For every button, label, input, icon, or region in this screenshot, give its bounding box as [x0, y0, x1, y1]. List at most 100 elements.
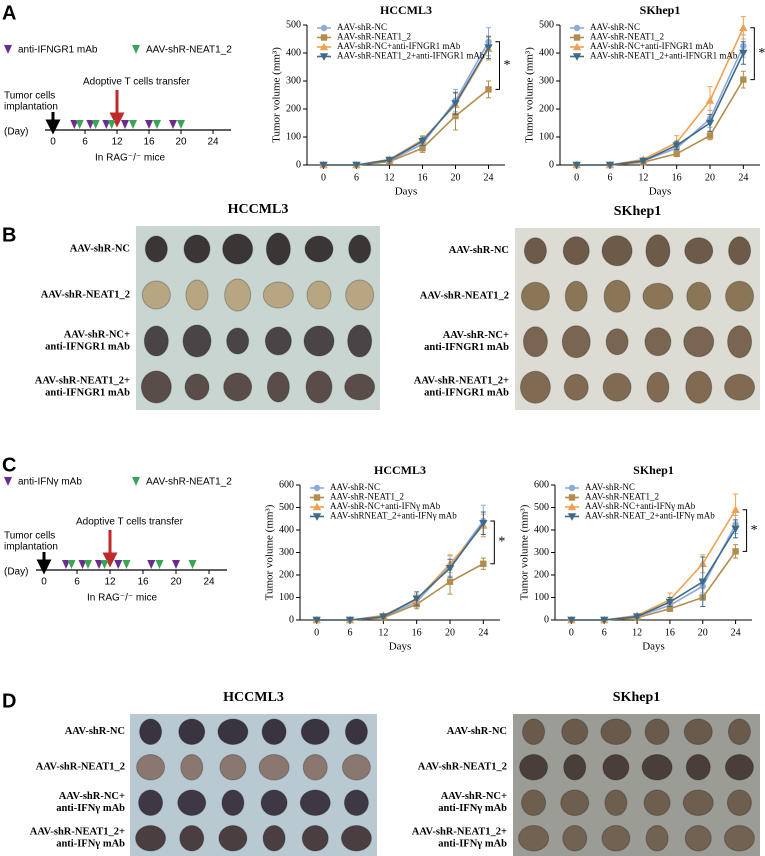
data-point [672, 142, 681, 150]
x-tick-label: 16 [418, 172, 428, 183]
tumor [260, 789, 288, 817]
series-line [571, 524, 737, 621]
tumor [305, 370, 333, 404]
significance-bracket [742, 509, 748, 552]
tumor [726, 789, 752, 817]
tumor [139, 718, 163, 746]
row-label: AAV-shR-NEAT1_2+ [412, 827, 507, 838]
tumor [347, 324, 373, 358]
y-axis-label: Tumor volume (mm³) [519, 504, 531, 600]
chart: SKhep1 0 100 200 300 400 500 600 0 6 12 16 20 24 Days T… [519, 463, 758, 653]
row-label: AAV-shR-NC [449, 245, 509, 256]
x-tick-label: 6 [354, 172, 359, 183]
injection-marker [121, 120, 129, 129]
legend-symbol [568, 484, 576, 492]
tumor [343, 789, 369, 817]
data-point [345, 616, 355, 625]
tumor [223, 372, 253, 402]
y-tick-label: 0 [289, 614, 294, 625]
legend-symbol [312, 513, 322, 521]
tumor-photo: HCCML3 AAV-shR-NC AAV-shR-NEAT1_2 AAV-shR-N… [35, 202, 380, 410]
tumor [686, 281, 712, 311]
tumor [602, 372, 632, 402]
x-tick-label: 6 [608, 172, 613, 183]
injection-marker [67, 560, 76, 569]
legend-symbol [132, 477, 140, 486]
day-tick-label: 0 [50, 137, 56, 148]
x-tick-label: 24 [738, 172, 748, 183]
legend-symbol [4, 45, 12, 54]
y-tick-label: 400 [534, 524, 549, 535]
significance-bracket [750, 27, 755, 81]
tumor [519, 753, 549, 781]
data-point [385, 156, 394, 165]
day-tick-label: 16 [143, 137, 155, 148]
tumor [144, 235, 168, 263]
injection-marker [102, 120, 111, 129]
legend-label: AAV-shR-NC [585, 482, 635, 492]
row-label: AAV-shR-NC+ [443, 330, 509, 341]
tumor [262, 824, 286, 852]
legend-symbol [319, 42, 329, 51]
y-tick-label: 100 [534, 592, 549, 603]
x-tick-label: 20 [705, 172, 715, 183]
tumor [262, 281, 294, 309]
injection-marker [91, 120, 100, 129]
y-tick-label: 500 [286, 19, 301, 30]
injection-marker [70, 120, 79, 129]
data-point [446, 578, 454, 585]
implantation-label: implantation [4, 542, 58, 553]
y-tick-label: 200 [539, 103, 554, 114]
row-label: AAV-shR-NEAT1_2+ [414, 376, 509, 387]
y-tick-label: 400 [286, 47, 301, 58]
day-tick-label: 16 [137, 577, 149, 588]
tumor [302, 753, 328, 781]
legend-label: anti-IFNγ mAb [18, 477, 82, 488]
timeline: anti-IFNγ mAb AAV-shR-NEAT1_2 Adoptive T c… [4, 477, 232, 604]
tumor [563, 373, 589, 401]
data-point [740, 76, 747, 83]
panel-label: C [2, 454, 16, 476]
data-point [739, 49, 748, 58]
row-label: AAV-shR-NEAT1_2+ [30, 827, 125, 838]
day-tick-label: 12 [111, 137, 123, 148]
tumor [177, 789, 207, 817]
day-tick-label: 20 [175, 137, 187, 148]
data-point [665, 598, 675, 607]
row-label: anti-IFNγ mAb [438, 803, 507, 814]
series-line [571, 509, 737, 621]
x-tick-label: 20 [445, 627, 455, 638]
row-label: AAV-shR-NEAT1_2 [420, 291, 509, 302]
timeline: anti-IFNGR1 mAb AAV-shR-NEAT1_2 Adoptive T… [4, 45, 232, 164]
legend-symbol [312, 502, 322, 511]
tumor [300, 718, 330, 746]
tumor [521, 789, 547, 817]
implantation-label: Tumor cells [4, 91, 55, 102]
tumor [685, 370, 713, 404]
tumor-photo: SKhep1 AAV-shR-NC AAV-shR-NEAT1_2 AAV-shR-N… [414, 204, 760, 410]
y-tick-label: 500 [534, 502, 549, 513]
tumor [642, 282, 674, 310]
tumor [345, 279, 375, 311]
data-point [731, 525, 740, 534]
y-tick-label: 300 [534, 547, 549, 558]
x-tick-label: 12 [378, 627, 388, 638]
chart: SKhep1 0 100 200 300 400 500 0 6 12 16 20 24 Days Tumo… [524, 3, 765, 198]
data-point [352, 161, 361, 170]
y-tick-label: 100 [539, 131, 554, 142]
tumor [602, 753, 630, 781]
injection-marker [147, 560, 156, 569]
y-axis-label: Tumor volume (mm³) [271, 47, 283, 143]
data-point [418, 138, 427, 146]
injection-marker [75, 120, 84, 129]
y-tick-label: 200 [279, 569, 294, 580]
y-tick-label: 500 [539, 19, 554, 30]
tumor [180, 753, 204, 781]
tumor [520, 281, 550, 311]
series-line [316, 522, 484, 621]
x-tick-label: 0 [569, 627, 574, 638]
y-tick-label: 100 [279, 592, 294, 603]
row-label: AAV-shR-NC [70, 243, 130, 254]
data-point [673, 150, 680, 157]
legend-label: AAV-shR-NC+anti-IFNGR1 mAb [337, 41, 461, 51]
